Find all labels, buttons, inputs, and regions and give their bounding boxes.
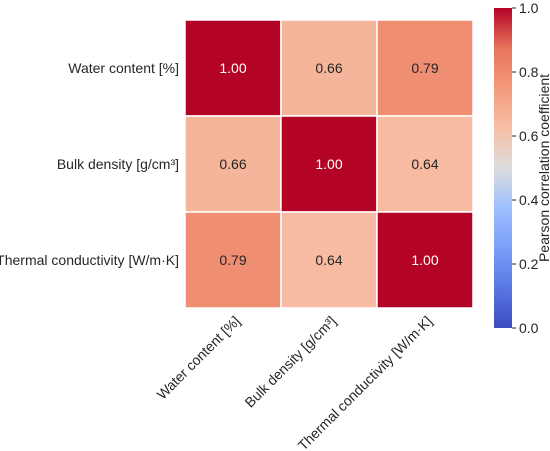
heatmap-cell-labels: 1.00 0.66 0.79 0.66 1.00 0.64 0.79 0.64 1.00 — [219, 60, 438, 268]
row-label: Water content [%] — [68, 60, 179, 76]
heatmap-col-labels: Water content [%]Bulk density [g/cm³]The… — [153, 313, 435, 451]
heatmap-row-labels: Water content [%] Bulk density [g/cm³] The… — [0, 60, 179, 268]
row-label: Bulk density [g/cm³] — [57, 156, 179, 172]
heatmap-cell — [376, 115, 474, 213]
colorbar-title: Pearson correlation coefficient — [536, 74, 550, 262]
colorbar-tick-label: 0.6 — [519, 128, 539, 144]
heatmap-cell-value: 0.64 — [411, 156, 438, 172]
heatmap-cells — [184, 19, 474, 309]
heatmap-cell — [280, 211, 378, 309]
colorbar-tick-label: 1.0 — [519, 0, 539, 16]
colorbar: 0.0 0.2 0.4 0.6 0.8 1.0 Pearson correlation c… — [494, 0, 550, 336]
heatmap-cell — [376, 211, 474, 309]
heatmap-cell — [280, 19, 378, 117]
heatmap-cell-value: 1.00 — [411, 252, 438, 268]
heatmap-cell-value: 0.79 — [219, 252, 246, 268]
colorbar-tick-label: 0.2 — [519, 256, 539, 272]
heatmap-cell-value: 1.00 — [219, 60, 246, 76]
colorbar-tick-label: 0.0 — [519, 320, 539, 336]
colorbar-tick-label: 0.8 — [519, 64, 539, 80]
heatmap-cell — [184, 19, 282, 117]
heatmap-cell — [184, 211, 282, 309]
colorbar-ticks: 0.0 0.2 0.4 0.6 0.8 1.0 — [512, 0, 539, 336]
heatmap-cell — [184, 115, 282, 213]
row-label: Thermal conductivity [W/m·K] — [0, 252, 179, 268]
colorbar-gradient — [494, 8, 512, 328]
heatmap-cell-value: 0.66 — [219, 156, 246, 172]
col-label: Bulk density [g/cm³] — [241, 313, 339, 411]
heatmap-cell — [376, 19, 474, 117]
heatmap-cell-value: 1.00 — [315, 156, 342, 172]
col-label: Water content [%] — [153, 313, 243, 403]
heatmap-cell-value: 0.64 — [315, 252, 342, 268]
colorbar-tick-label: 0.4 — [519, 192, 539, 208]
heatmap-cell-value: 0.66 — [315, 60, 342, 76]
heatmap-cell-value: 0.79 — [411, 60, 438, 76]
